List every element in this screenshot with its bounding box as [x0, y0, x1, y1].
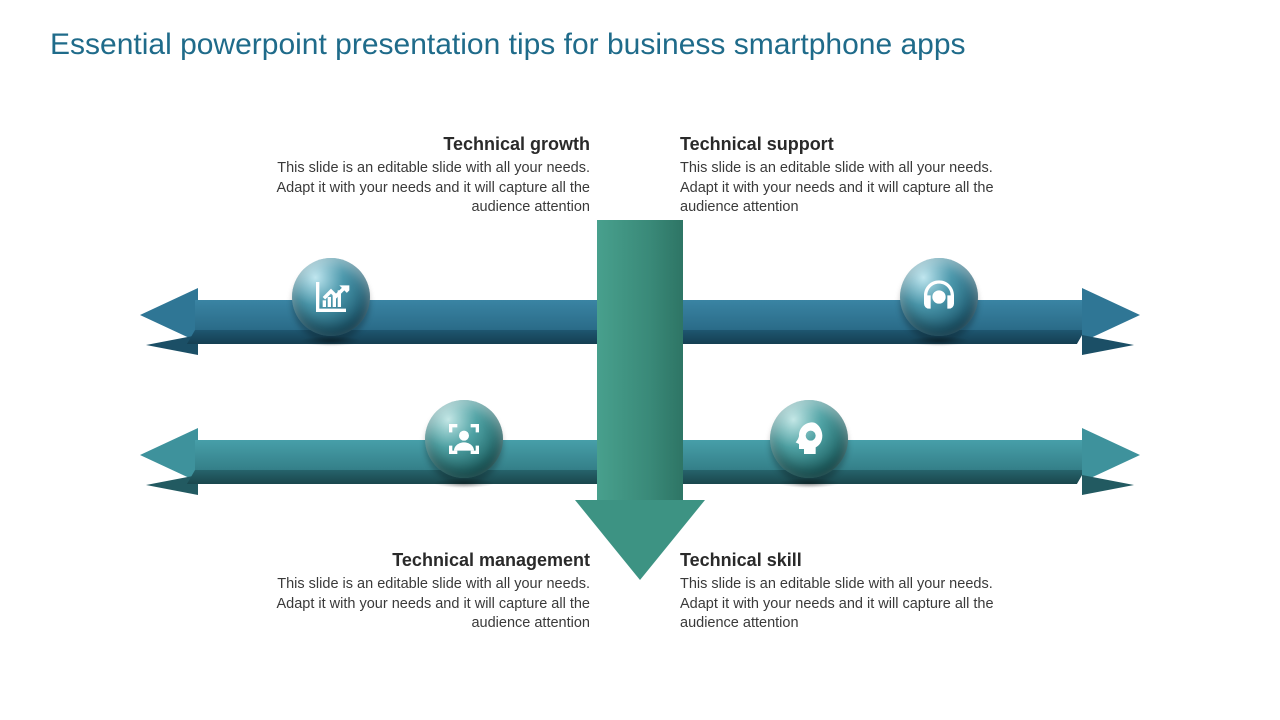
heading-technical-management: Technical management	[250, 550, 590, 571]
heading-technical-growth: Technical growth	[250, 134, 590, 155]
body-technical-support: This slide is an editable slide with all…	[680, 159, 1020, 218]
heading-technical-support: Technical support	[680, 134, 1020, 155]
arrow-head-left-icon	[140, 428, 198, 482]
sphere-skill	[770, 400, 848, 478]
sphere-shadow	[433, 478, 495, 488]
diagram-container: Technical growth This slide is an editab…	[0, 110, 1280, 670]
sphere-support	[900, 258, 978, 336]
arrow-head-left-icon	[140, 288, 198, 342]
body-technical-skill: This slide is an editable slide with all…	[680, 575, 1020, 634]
slide-title: Essential powerpoint presentation tips f…	[50, 28, 1230, 62]
sphere-shadow	[908, 336, 970, 346]
sphere-management	[425, 400, 503, 478]
growth-chart-icon	[311, 277, 351, 317]
center-down-arrow	[585, 220, 695, 580]
sphere-growth	[292, 258, 370, 336]
head-gear-icon	[789, 419, 829, 459]
sphere-shadow	[300, 336, 362, 346]
block-technical-management: Technical management This slide is an ed…	[250, 550, 590, 634]
support-headset-icon	[919, 277, 959, 317]
user-focus-icon	[444, 419, 484, 459]
arrow-shaft	[597, 220, 683, 510]
arrow-head-down-icon	[575, 500, 705, 580]
arrow-head-right-icon	[1082, 428, 1140, 482]
heading-technical-skill: Technical skill	[680, 550, 1020, 571]
sphere-shadow	[778, 478, 840, 488]
body-technical-growth: This slide is an editable slide with all…	[250, 159, 590, 218]
block-technical-skill: Technical skill This slide is an editabl…	[680, 550, 1020, 634]
arrow-head-right-icon	[1082, 288, 1140, 342]
body-technical-management: This slide is an editable slide with all…	[250, 575, 590, 634]
block-technical-growth: Technical growth This slide is an editab…	[250, 134, 590, 218]
block-technical-support: Technical support This slide is an edita…	[680, 134, 1020, 218]
